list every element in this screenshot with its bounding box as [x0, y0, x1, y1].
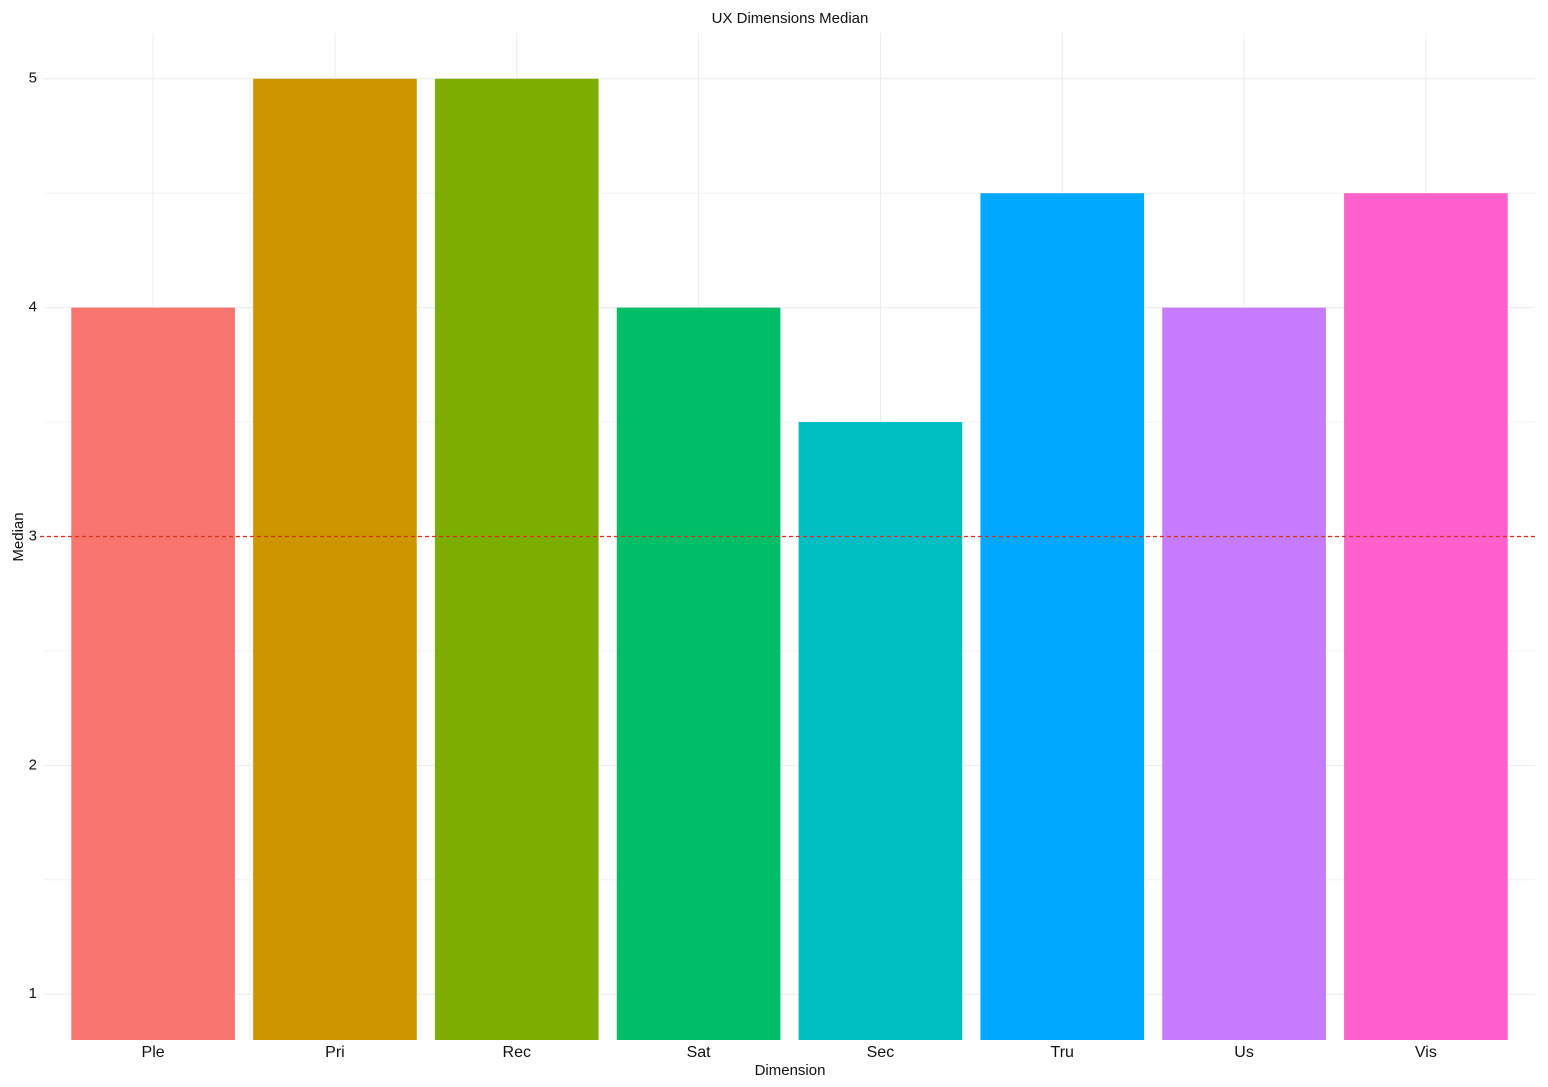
y-tick-label: 2	[29, 756, 37, 773]
bar	[798, 422, 963, 1040]
x-tick-label: Rec	[503, 1044, 531, 1061]
bar	[980, 193, 1145, 1041]
x-tick-label: Tru	[1051, 1044, 1074, 1061]
x-axis-label: Dimension	[755, 1062, 826, 1079]
y-tick-label: 1	[29, 985, 37, 1002]
y-tick-label: 5	[29, 70, 37, 87]
bar	[434, 78, 599, 1041]
x-tick-label: Sec	[867, 1044, 895, 1061]
y-tick-label: 3	[29, 527, 37, 544]
x-tick-label: Vis	[1415, 1044, 1437, 1061]
x-tick-label: Sat	[687, 1044, 712, 1061]
bar	[253, 78, 417, 1041]
x-tick-label: Us	[1234, 1044, 1254, 1061]
bar	[71, 307, 235, 1040]
bar	[1344, 193, 1508, 1041]
bar	[616, 307, 781, 1040]
y-tick-label: 4	[29, 299, 37, 316]
x-tick-label: Pri	[325, 1044, 345, 1061]
x-tick-label: Ple	[142, 1044, 165, 1061]
y-axis-label: Median	[10, 512, 27, 561]
bar	[1162, 307, 1326, 1040]
chart-title: UX Dimensions Median	[712, 10, 869, 27]
